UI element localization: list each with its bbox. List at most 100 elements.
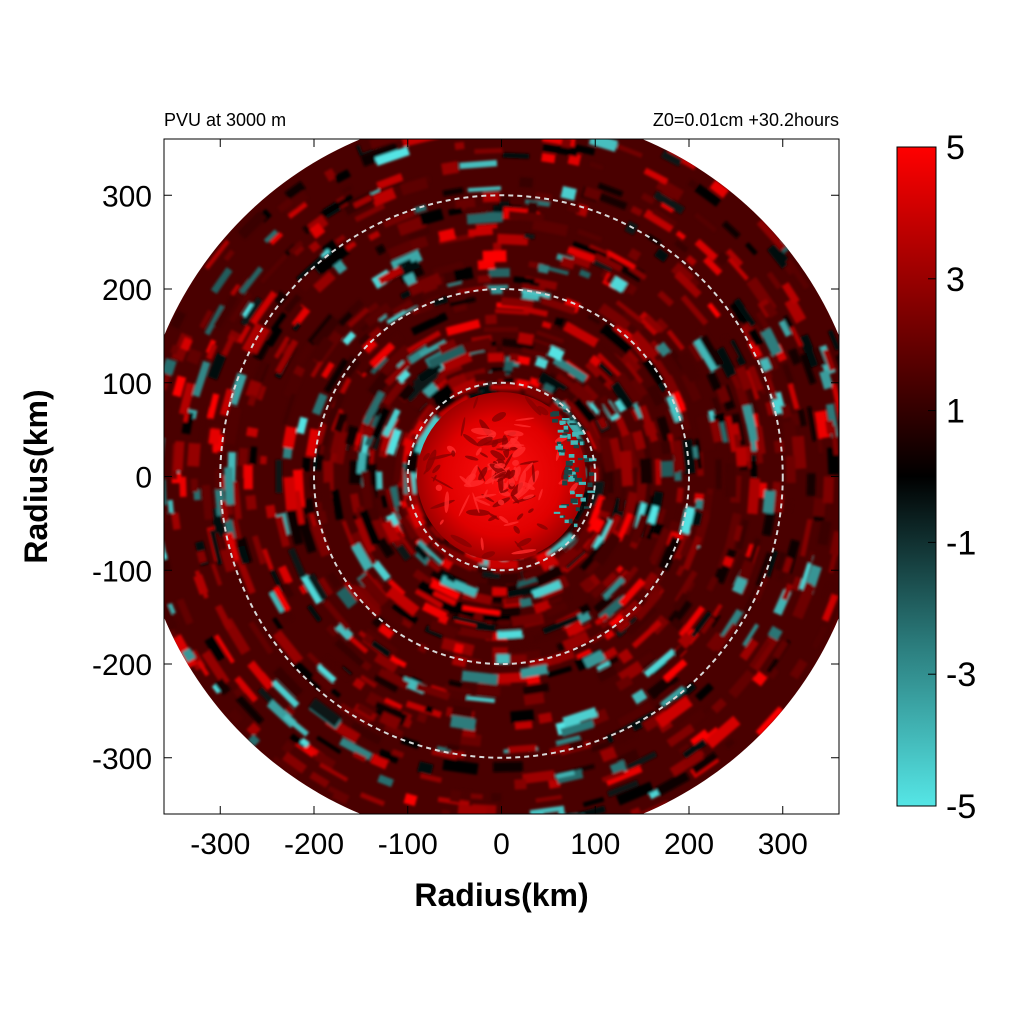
field-patch	[420, 278, 438, 294]
field-patch	[677, 743, 692, 757]
field-patch	[321, 361, 335, 379]
field-patch	[685, 255, 697, 267]
field-patch	[785, 258, 810, 290]
field-patch	[382, 209, 416, 228]
field-patch	[230, 519, 243, 544]
core-eyewall-patch	[575, 494, 583, 497]
field-patch	[789, 326, 803, 348]
core-swirl	[480, 537, 484, 551]
field-patch	[281, 740, 295, 755]
field-patch	[387, 578, 406, 597]
field-patch	[643, 313, 664, 334]
core-eyewall-patch	[573, 444, 580, 449]
field-patch	[429, 619, 459, 639]
field-patch	[318, 444, 325, 455]
field-patch	[356, 345, 384, 376]
field-patch	[562, 707, 598, 727]
field-patch	[251, 535, 267, 565]
core-swirl	[472, 492, 480, 514]
colorbar-tick-label: 1	[946, 393, 965, 431]
field-patch	[725, 415, 738, 453]
field-patch	[410, 312, 449, 336]
field-patch	[660, 150, 683, 167]
field-patch	[209, 529, 223, 566]
core-swirl	[422, 452, 430, 461]
core-eyewall-patch	[578, 481, 586, 485]
field-patch	[599, 323, 634, 355]
field-patch	[675, 565, 685, 577]
field-patch	[367, 230, 381, 242]
core-eyewall-patch	[578, 457, 583, 461]
field-patch	[596, 664, 618, 683]
field-patch	[441, 161, 460, 176]
field-patch	[219, 388, 235, 417]
field-patch	[721, 220, 741, 239]
field-patch	[297, 517, 317, 554]
core-eyewall-patch	[587, 482, 593, 488]
field-patch	[247, 660, 274, 691]
field-patch	[443, 547, 480, 572]
field-patch	[799, 353, 817, 385]
field-patch	[172, 375, 187, 398]
core-swirl	[474, 498, 491, 506]
field-patch	[519, 597, 533, 608]
field-patch	[508, 210, 544, 223]
core-swirl	[511, 549, 537, 555]
field-patch	[274, 515, 291, 548]
field-patch	[762, 301, 778, 319]
field-patch	[722, 556, 734, 568]
field-patch	[556, 769, 584, 784]
core-eyewall-patch	[568, 477, 574, 482]
field-patch	[670, 617, 685, 632]
field-patch	[617, 648, 634, 665]
field-patch	[646, 514, 659, 540]
field-patch	[293, 365, 306, 377]
field-patch	[502, 152, 530, 159]
field-patch	[362, 391, 386, 426]
field-patch	[453, 266, 474, 282]
field-patch	[792, 582, 816, 620]
field-patch	[666, 723, 695, 748]
field-patch	[378, 344, 413, 377]
field-patch	[270, 312, 289, 334]
field-patch	[468, 227, 494, 237]
field-patch	[170, 344, 180, 355]
field-patch	[589, 256, 614, 273]
field-patch	[613, 372, 643, 406]
y-tick-label: 0	[135, 462, 152, 495]
field-patch	[816, 426, 824, 454]
field-patch	[852, 506, 865, 533]
field-patch	[454, 141, 465, 151]
field-patch	[361, 470, 373, 509]
field-patch	[418, 339, 447, 358]
field-patch	[592, 531, 622, 566]
field-patch	[662, 658, 688, 683]
field-patch	[394, 663, 414, 680]
x-tick-label: 0	[493, 828, 510, 861]
field-patch	[317, 576, 334, 597]
field-patch	[583, 186, 602, 201]
field-patch	[465, 205, 487, 216]
y-tick-label: 300	[102, 180, 152, 213]
field-patch	[848, 394, 859, 415]
field-patch	[679, 537, 693, 558]
field-patch	[666, 531, 676, 547]
field-patch	[572, 397, 596, 424]
field-patch	[618, 577, 646, 607]
field-patch	[356, 452, 367, 475]
field-patch	[290, 190, 309, 208]
field-patch	[269, 591, 285, 613]
field-patch	[541, 321, 552, 330]
field-patch	[371, 407, 390, 439]
field-patch	[812, 626, 827, 649]
field-patch	[668, 520, 682, 533]
reference-circles	[219, 194, 784, 759]
field-patch	[488, 268, 510, 278]
field-patch	[766, 242, 792, 270]
core-swirl	[536, 405, 549, 416]
field-patch	[412, 419, 427, 437]
colorbar: 5 3 1 -1 -3 -5	[896, 129, 976, 826]
core-swirl	[478, 466, 488, 481]
field-patch	[823, 583, 834, 599]
field-patch	[429, 580, 461, 601]
